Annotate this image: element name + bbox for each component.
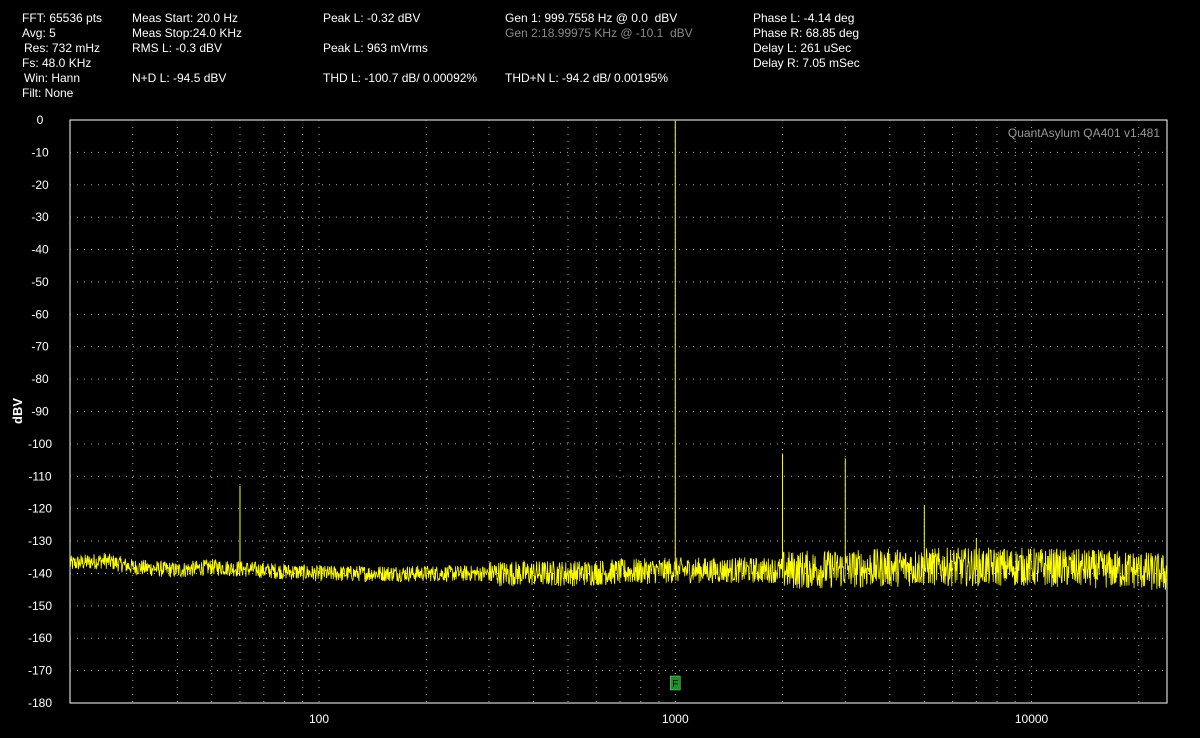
y-tick-label: -110	[28, 469, 51, 483]
stat-meas-stop: Meas Stop:24.0 KHz	[132, 26, 243, 40]
x-tick-label: 100	[309, 712, 329, 726]
stat-delay-r: Delay R: 7.05 mSec	[753, 56, 860, 70]
stat-window: Win: Hann	[24, 71, 81, 85]
y-tick-label: -180	[28, 696, 52, 710]
y-tick-label: -10	[31, 145, 49, 159]
grid	[70, 120, 1167, 703]
stat-filter: Filt: None	[22, 86, 74, 100]
y-tick-label: -120	[28, 502, 52, 516]
y-tick-label: -140	[28, 566, 52, 580]
stat-fft: FFT: 65536 pts	[22, 11, 103, 25]
stat-fs: Fs: 48.0 KHz	[22, 56, 92, 70]
y-tick-label: 0	[37, 113, 44, 127]
stat-peak-l-dbv: Peak L: -0.32 dBV	[323, 11, 421, 25]
y-tick-labels: 0 -10 -20 -30 -40 -50 -60 -70 -80 -90 -100 -110 -120…	[28, 113, 52, 710]
y-tick-label: -30	[31, 210, 49, 224]
y-axis-label: dBV	[10, 398, 25, 424]
y-tick-label: -60	[31, 307, 49, 321]
marker-box	[670, 675, 681, 691]
spectrum-trace	[69, 547, 1168, 590]
y-tick-label: -170	[28, 664, 52, 678]
stat-peak-l-mv: Peak L: 963 mVrms	[323, 41, 428, 55]
y-tick-label: -80	[31, 372, 49, 386]
marker-label: F	[672, 679, 678, 690]
y-tick-label: -100	[28, 437, 52, 451]
y-tick-label: -130	[28, 534, 52, 548]
y-tick-label: -150	[28, 599, 52, 613]
stat-nd-l: N+D L: -94.5 dBV	[132, 71, 227, 85]
x-tick-labels: 100 1000 10000	[309, 712, 1049, 726]
stat-meas-start: Meas Start: 20.0 Hz	[132, 11, 239, 25]
stat-gen1: Gen 1: 999.7558 Hz @ 0.0 dBV	[505, 11, 678, 25]
freq-marker[interactable]: F	[670, 675, 681, 691]
x-tick-label: 1000	[662, 712, 689, 726]
y-tick-label: -40	[31, 243, 49, 257]
stat-gen2: Gen 2:18.99975 KHz @ -10.1 dBV	[505, 26, 693, 40]
y-tick-label: -50	[31, 275, 49, 289]
stat-phase-l: Phase L: -4.14 deg	[753, 11, 855, 25]
y-tick-label: -70	[31, 340, 49, 354]
y-tick-label: -90	[31, 405, 49, 419]
y-tick-label: -20	[31, 178, 49, 192]
x-tick-label: 10000	[1015, 712, 1049, 726]
stat-thdn-l: THD+N L: -94.2 dB/ 0.00195%	[505, 71, 669, 85]
stat-res: Res: 732 mHz	[24, 41, 101, 55]
stat-thd-l: THD L: -100.7 dB/ 0.00092%	[323, 71, 478, 85]
y-tick-label: -160	[28, 631, 52, 645]
stat-rms-l: RMS L: -0.3 dBV	[132, 41, 223, 55]
harmonic-peaks	[239, 120, 977, 571]
stat-phase-r: Phase R: 68.85 deg	[753, 26, 860, 40]
watermark: QuantAsylum QA401 v1.481	[1008, 126, 1160, 140]
stat-delay-l: Delay L: 261 uSec	[753, 41, 852, 55]
plot-frame	[69, 119, 1168, 704]
stat-avg: Avg: 5	[22, 26, 56, 40]
